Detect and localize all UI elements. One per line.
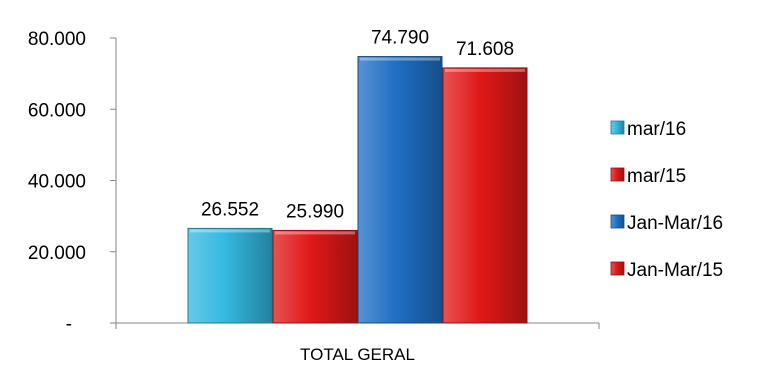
bars	[187, 56, 528, 324]
legend-label: Jan-Mar/16	[627, 213, 723, 234]
bar-jan-mar-15	[442, 67, 528, 324]
y-tick-label: -	[66, 314, 72, 335]
bar-highlight	[275, 231, 355, 235]
y-tick-label: 60.000	[28, 100, 86, 121]
data-label: 74.790	[371, 28, 429, 49]
bar-mar-15	[272, 229, 358, 324]
y-tick-label: 40.000	[28, 172, 86, 193]
legend-label: Jan-Mar/15	[627, 260, 723, 281]
legend: mar/16 mar/15 Jan-Mar/16 Jan-Mar/15	[610, 119, 723, 281]
data-label: 71.608	[456, 39, 514, 60]
y-axis: - 20.000 40.000 60.000 80.000	[28, 29, 117, 335]
legend-swatch	[610, 261, 625, 276]
bar-mar-16	[187, 227, 273, 324]
legend-label: mar/15	[627, 166, 686, 187]
x-category-label: TOTAL GERAL	[300, 345, 415, 364]
bar-jan-mar-16	[357, 56, 443, 324]
bar-highlight	[360, 57, 440, 61]
legend-swatch	[610, 214, 625, 229]
legend-swatch	[610, 167, 625, 182]
x-axis: TOTAL GERAL	[115, 322, 600, 364]
data-label: 26.552	[201, 199, 259, 220]
y-tick-label: 80.000	[28, 29, 86, 50]
legend-swatch	[610, 120, 625, 135]
data-labels: 26.552 25.990 74.790 71.608	[201, 28, 514, 223]
legend-label: mar/16	[627, 119, 686, 140]
data-label: 25.990	[286, 201, 344, 222]
y-tick-label: 20.000	[28, 243, 86, 264]
bar-highlight	[190, 229, 270, 233]
bar-highlight	[445, 68, 525, 72]
